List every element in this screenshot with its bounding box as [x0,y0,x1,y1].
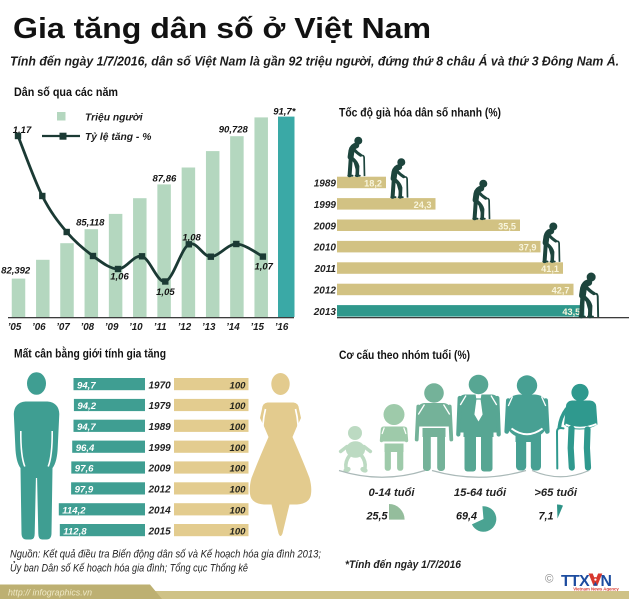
svg-text:2010: 2010 [313,243,337,254]
svg-text:1,17: 1,17 [13,125,32,136]
svg-text:1,05: 1,05 [156,287,175,298]
svg-text:’13: ’13 [202,322,216,333]
svg-text:112,8: 112,8 [63,526,87,537]
svg-text:Triệu người: Triệu người [85,113,144,124]
svg-text:0-14 tuổi: 0-14 tuổi [368,487,415,499]
svg-text:’08: ’08 [80,322,94,333]
svg-text:1999: 1999 [314,200,337,211]
svg-text:1,07: 1,07 [254,262,273,273]
svg-text:Tính đến ngày 1/7/2016, dân số: Tính đến ngày 1/7/2016, dân số Việt Nam … [10,54,619,69]
svg-text:2013: 2013 [313,307,337,318]
svg-text:18,2: 18,2 [364,179,382,189]
svg-text:1979: 1979 [149,401,172,412]
svg-text:Cơ cấu theo nhóm tuổi (%): Cơ cấu theo nhóm tuổi (%) [339,348,470,362]
svg-text:87,86: 87,86 [153,173,177,184]
svg-text:http:// infographics.vn: http:// infographics.vn [8,588,92,598]
svg-text:15-64 tuổi: 15-64 tuổi [454,487,507,499]
svg-text:’12: ’12 [178,322,192,333]
svg-text:85,118: 85,118 [76,218,105,229]
svg-text:©: © [545,574,554,586]
svg-text:2011: 2011 [313,264,336,275]
svg-text:7,1: 7,1 [538,511,553,523]
svg-text:42,7: 42,7 [552,286,570,296]
svg-text:96,4: 96,4 [76,443,95,454]
svg-text:Nguồn: Kết quả điều tra Biến đ: Nguồn: Kết quả điều tra Biến động dân số… [10,549,321,561]
svg-text:97,6: 97,6 [75,464,94,475]
svg-text:100: 100 [229,422,246,433]
svg-text:’06: ’06 [32,322,46,333]
svg-text:Dân số qua các năm: Dân số qua các năm [14,85,118,99]
svg-text:Ủy ban Dân số Kế hoạch hóa gia: Ủy ban Dân số Kế hoạch hóa gia đình; Tổn… [10,562,248,575]
svg-text:’07: ’07 [56,322,70,333]
svg-text:Vietnam News Agency: Vietnam News Agency [573,586,619,591]
svg-text:69,4: 69,4 [456,511,477,523]
svg-text:97,9: 97,9 [75,485,94,496]
svg-text:2012: 2012 [148,485,172,496]
svg-text:’11: ’11 [154,322,167,333]
svg-text:100: 100 [229,464,246,475]
svg-text:2012: 2012 [313,286,337,297]
svg-text:2014: 2014 [148,506,172,517]
svg-text:’09: ’09 [105,322,119,333]
svg-text:24,3: 24,3 [414,200,432,210]
svg-text:1989: 1989 [149,422,172,433]
svg-text:100: 100 [229,380,246,391]
svg-text:Tốc độ già hóa dân số nhanh (%: Tốc độ già hóa dân số nhanh (%) [339,106,501,120]
svg-text:’15: ’15 [250,322,264,333]
svg-text:100: 100 [229,485,246,496]
svg-text:1,06: 1,06 [110,272,129,283]
svg-text:Mất cân bằng giới tính gia tăn: Mất cân bằng giới tính gia tăng [14,346,166,361]
svg-text:37,9: 37,9 [519,243,537,253]
svg-text:TTX: TTX [561,573,590,590]
svg-text:41,1: 41,1 [541,264,559,274]
svg-text:*Tính đến ngày 1/7/2016: *Tính đến ngày 1/7/2016 [345,559,462,571]
svg-text:2009: 2009 [313,221,337,232]
svg-text:’14: ’14 [226,322,240,333]
svg-text:N: N [601,573,612,590]
svg-text:2009: 2009 [148,464,172,475]
svg-text:1989: 1989 [314,179,337,190]
svg-text:94,2: 94,2 [77,401,96,412]
svg-text:1,08: 1,08 [182,233,201,244]
svg-text:82,392: 82,392 [1,266,31,277]
svg-text:Gia tăng dân số ở Việt Nam: Gia tăng dân số ở Việt Nam [13,13,431,45]
svg-text:’05: ’05 [8,322,22,333]
svg-text:100: 100 [229,443,246,454]
svg-text:43,5: 43,5 [562,307,580,317]
svg-text:Tỷ lệ tăng - %: Tỷ lệ tăng - % [85,132,151,143]
svg-text:91,7*: 91,7* [273,107,296,118]
svg-text:1970: 1970 [149,380,172,391]
svg-text:94,7: 94,7 [77,422,96,433]
svg-text:1999: 1999 [149,443,172,454]
svg-text:>65 tuổi: >65 tuổi [534,487,577,499]
svg-text:100: 100 [229,401,246,412]
svg-text:94,7: 94,7 [77,380,96,391]
svg-text:25,5: 25,5 [365,511,388,523]
svg-text:’10: ’10 [129,322,143,333]
svg-text:’16: ’16 [275,322,289,333]
svg-text:35,5: 35,5 [498,221,516,231]
svg-text:2015: 2015 [148,526,172,537]
svg-text:90,728: 90,728 [219,124,249,135]
svg-text:100: 100 [229,526,246,537]
svg-text:114,2: 114,2 [62,506,86,517]
svg-text:100: 100 [229,506,246,517]
